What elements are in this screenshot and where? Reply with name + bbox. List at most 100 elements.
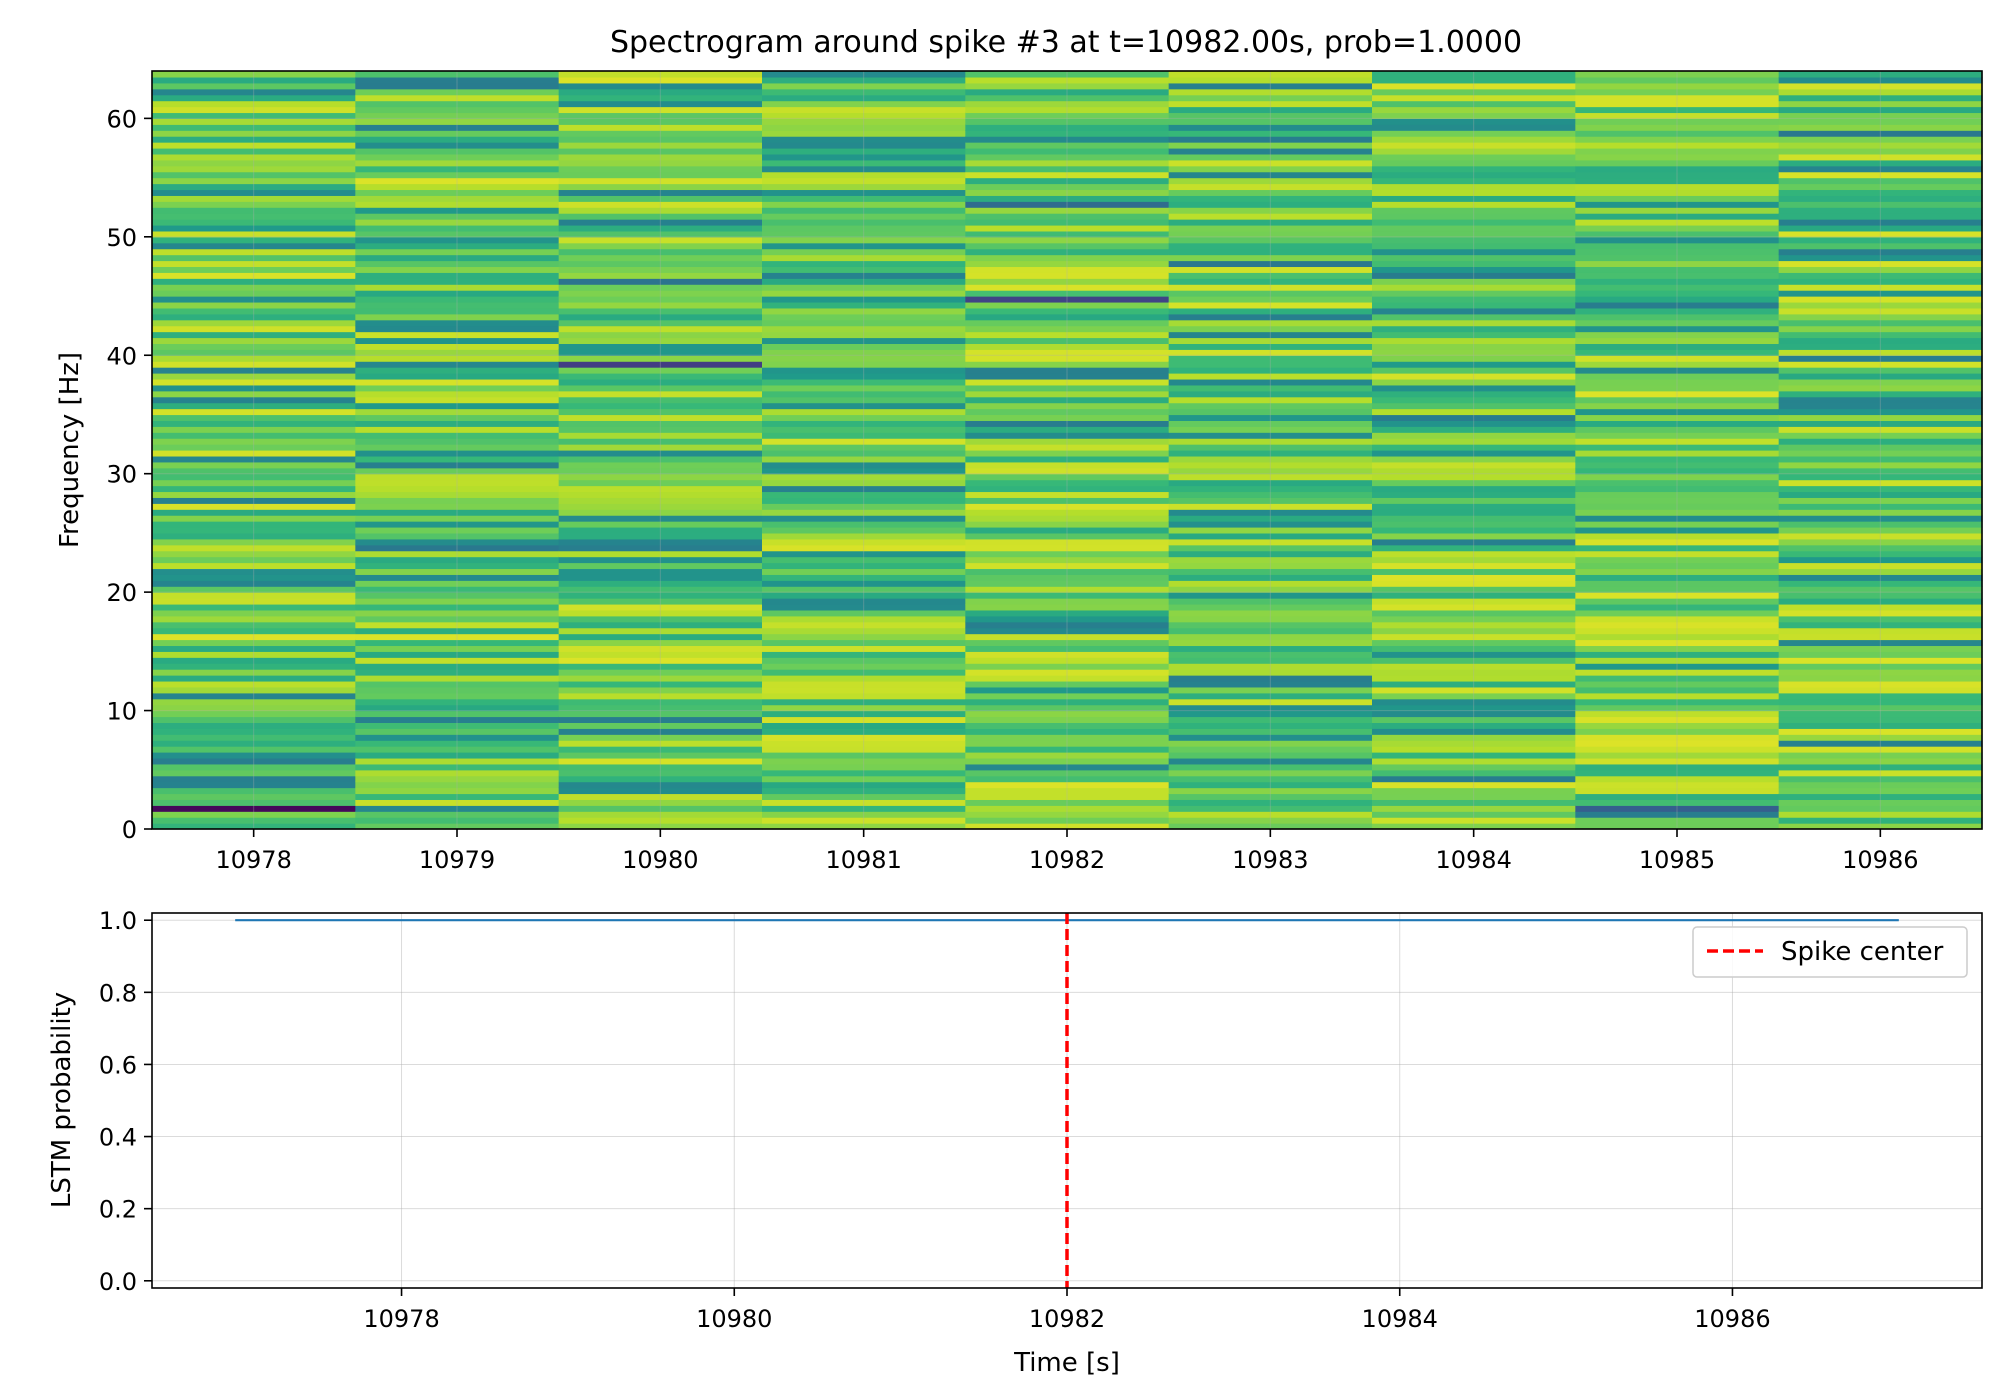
spectrogram-cell xyxy=(558,390,763,398)
spectrogram-cell xyxy=(1575,775,1780,783)
spectrogram-cell xyxy=(762,361,966,368)
spectrogram-cell xyxy=(762,82,966,90)
spectrogram-cell xyxy=(762,201,966,208)
spectrogram-cell xyxy=(1575,367,1780,374)
spectrogram-cell xyxy=(1575,396,1780,404)
spectrogram-cell xyxy=(355,307,560,315)
spectrogram-cell xyxy=(1575,147,1780,155)
spectrogram-cell xyxy=(762,189,966,196)
spectrogram-cell xyxy=(1372,254,1576,262)
spectrogram-cell xyxy=(1372,207,1576,214)
spectrogram-cell xyxy=(965,686,1170,694)
spectrogram-cell xyxy=(152,426,356,433)
spectrogram-cell xyxy=(965,296,1170,303)
spectrogram-cell xyxy=(1778,325,1983,333)
spectrogram-cell xyxy=(152,568,356,575)
spectrogram-cell xyxy=(558,763,763,771)
spectrogram-cell xyxy=(1778,550,1983,558)
spectrogram-cell xyxy=(965,592,1170,599)
spectrogram-cell xyxy=(355,485,560,493)
spectrogram-cell xyxy=(762,669,966,676)
spectrogram-cell xyxy=(1372,213,1576,220)
spectrogram-cell xyxy=(1372,562,1576,570)
spectrogram-cell xyxy=(558,378,763,386)
spectrogram-cell xyxy=(355,408,560,416)
spectrogram-cell xyxy=(1168,734,1373,741)
spectrogram-cell xyxy=(355,331,560,339)
spectrogram-cell xyxy=(965,692,1170,700)
spectrogram-cell xyxy=(762,183,966,191)
spectrogram-cell xyxy=(1372,775,1576,783)
spectrogram-cell xyxy=(965,609,1170,617)
spectrogram-cell xyxy=(762,88,966,96)
spectrogram-cell xyxy=(152,224,356,232)
spectrogram-cell xyxy=(152,479,356,487)
spectrogram-cell xyxy=(558,461,763,469)
spectrogram-cell xyxy=(965,396,1170,404)
spectrogram-cell xyxy=(1778,100,1983,108)
spectrogram-cell xyxy=(355,556,560,564)
spectrogram-cell xyxy=(762,432,966,439)
spectrogram-cell xyxy=(558,100,763,108)
spectrogram-cell xyxy=(1372,615,1576,623)
spectrogram-cell xyxy=(1168,823,1373,830)
spectrogram-cell xyxy=(152,349,356,356)
spectrogram-cell xyxy=(1575,82,1780,90)
spectrogram-cell xyxy=(1575,177,1780,185)
spectrogram-cell xyxy=(1778,592,1983,599)
spectrogram-cell xyxy=(1778,586,1983,593)
spectrogram-cell xyxy=(558,254,763,262)
spectrogram-cell xyxy=(1575,598,1780,605)
spectrogram-cell xyxy=(965,159,1170,167)
spectrogram-cell xyxy=(1372,426,1576,433)
spectrogram-cell xyxy=(1372,260,1576,268)
spectrogram-cell xyxy=(1575,574,1780,581)
spectrogram-cell xyxy=(1372,633,1576,641)
spectrogram-cell xyxy=(965,639,1170,647)
spectrogram-cell xyxy=(965,805,1170,812)
spectrogram-cell xyxy=(355,266,560,273)
spectrogram-cell xyxy=(1372,686,1576,694)
spectrogram-cell xyxy=(355,526,560,534)
spectrogram-cell xyxy=(558,71,763,78)
spectrogram-cell xyxy=(762,171,966,179)
spectrogram-cell xyxy=(1168,130,1373,137)
spectrogram-cell xyxy=(1778,124,1983,131)
spectrogram-cell xyxy=(1778,793,1983,800)
spectrogram-cell xyxy=(558,532,763,540)
spectrogram-cell xyxy=(152,734,356,741)
spectrogram-cell xyxy=(1372,195,1576,202)
spectrogram-cell xyxy=(558,757,763,765)
spectrogram-cell xyxy=(1168,124,1373,131)
spectrogram-cell xyxy=(355,698,560,706)
spectrogram-cell xyxy=(965,343,1170,350)
spectrogram-cell xyxy=(1778,378,1983,386)
spectrogram-cell xyxy=(965,420,1170,427)
spectrogram-cell xyxy=(1168,301,1373,309)
spectrogram-cell xyxy=(1168,550,1373,558)
spectrogram-cell xyxy=(1168,414,1373,421)
spectrogram-cell xyxy=(762,645,966,652)
spectrogram-cell xyxy=(558,426,763,433)
spectrogram-cell xyxy=(558,769,763,777)
spectrogram-cell xyxy=(355,669,560,676)
spectrogram-cell xyxy=(355,260,560,268)
spectrogram-cell xyxy=(1778,260,1983,268)
spectrogram-cell xyxy=(762,544,966,552)
spectrogram-cell xyxy=(965,716,1170,723)
spectrogram-cell xyxy=(965,219,1170,226)
spectrogram-cell xyxy=(965,313,1170,321)
spectrogram-cell xyxy=(965,248,1170,256)
spectrogram-cell xyxy=(1168,675,1373,682)
spectrogram-cell xyxy=(1575,479,1780,487)
spectrogram-cell xyxy=(1575,722,1780,729)
spectrogram-cell xyxy=(965,526,1170,534)
spectrogram-cell xyxy=(355,793,560,800)
spectrogram-cell xyxy=(1778,763,1983,771)
spectrogram-cell xyxy=(1575,254,1780,262)
spectrogram-cell xyxy=(152,763,356,771)
spectrogram-cell xyxy=(152,361,356,368)
spectrogram-cell xyxy=(1575,450,1780,457)
spectrogram-cell xyxy=(1575,301,1780,309)
spectrogram-cell xyxy=(558,473,763,481)
